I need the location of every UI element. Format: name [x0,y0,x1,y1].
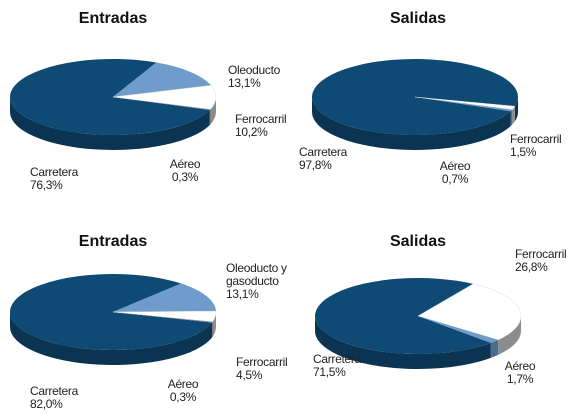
pie-side [10,312,213,365]
value-label: 1,5% [510,145,537,159]
pie-side [512,106,515,125]
value-label: 0,3% [171,170,199,184]
value-label: 82,0% [30,397,63,411]
pie-side [311,97,511,151]
pie-slice [10,274,213,350]
slice-label: Oleoducto y gasoducto 13,1% [226,262,306,301]
value-label: 10,2% [235,125,268,139]
pie-slice [112,85,217,110]
pie-side [209,109,211,125]
value-label: 1,7% [506,372,534,386]
value-label: 26,8% [515,260,548,274]
slice-label: Aéreo 0,3% [167,377,199,404]
pie-slice [113,62,212,97]
slice-label: Oleoducto 13,1% [228,63,281,90]
slice-label: Carretera 82,0% [30,384,78,411]
slice-label: Aéreo 0,7% [439,159,471,186]
slice-label: Carretera 97,8% [299,145,347,172]
value-label: 0,3% [169,390,197,404]
chart-title: Salidas [389,233,447,250]
pie-slice [414,96,516,110]
value-label: 76,3% [30,178,63,192]
pie-slice [415,97,513,112]
value-label: 0,7% [441,172,469,186]
pie-side [510,109,513,127]
pie-side [9,97,210,151]
value-label: 4,5% [236,368,263,382]
pie-side [212,312,216,337]
pie-slice [418,316,499,343]
slice-label: Aéreo 1,7% [504,359,536,386]
pie-slice [113,97,211,110]
pie-slice [113,283,216,312]
value-label: 13,1% [226,287,259,301]
slice-label: Ferrocarril 26,8% [515,247,567,274]
pie-side [212,321,213,338]
pie-side [514,97,518,122]
pie-side [490,339,499,358]
pie-slice [112,310,217,323]
slice-label: Carretera 71,5% [313,352,361,379]
pie-side [315,316,491,369]
value-label: 71,5% [313,365,346,379]
pie-slice [113,312,213,323]
slice-label: Carretera 76,3% [30,165,78,192]
slice-label: Ferrocarril 4,5% [236,355,288,382]
chart-title: Entradas [78,233,148,250]
pie-slice [10,59,210,136]
slice-label: Ferrocarril 1,5% [510,132,562,159]
slice-label: Ferrocarril 10,2% [235,112,287,139]
chart-title: Salidas [389,10,447,27]
chart-title: Entradas [78,10,148,27]
pie-slice [314,278,491,355]
pie-side [498,316,521,355]
pie-slice [417,283,522,341]
value-label: 97,8% [299,158,332,172]
slice-label: Aéreo 0,3% [169,157,201,184]
value-label: 13,1% [228,76,261,90]
